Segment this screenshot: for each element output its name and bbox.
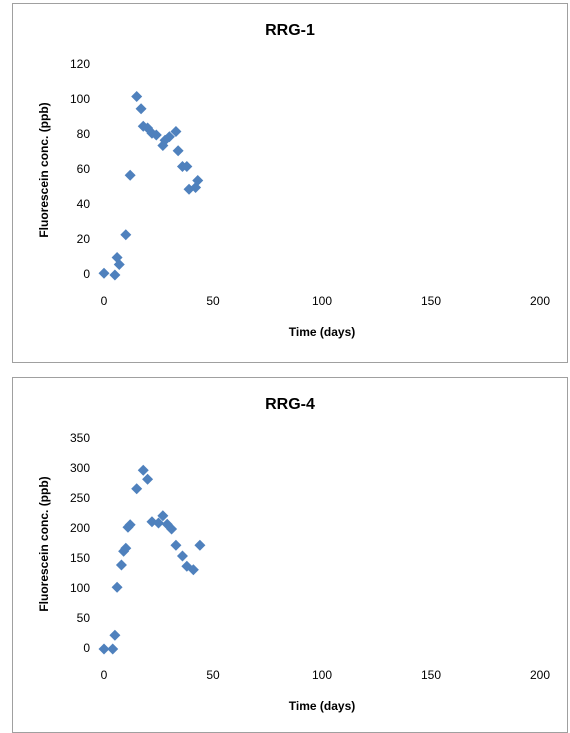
x-tick-label: 100 xyxy=(312,294,332,308)
y-axis-label: Fluorescein conc. (ppb) xyxy=(37,102,51,237)
y-tick-label: 60 xyxy=(77,162,91,176)
data-point xyxy=(142,473,154,485)
data-point xyxy=(157,510,169,522)
data-point xyxy=(150,129,162,141)
chart-title: RRG-1 xyxy=(265,22,315,39)
data-point xyxy=(166,523,178,535)
y-tick-label: 50 xyxy=(77,611,91,625)
data-point xyxy=(131,91,143,102)
x-tick-label: 150 xyxy=(421,668,441,682)
y-tick-label: 40 xyxy=(77,197,91,211)
x-tick-label: 0 xyxy=(101,668,108,682)
data-point xyxy=(124,169,136,181)
x-tick-label: 200 xyxy=(530,668,550,682)
data-point xyxy=(163,131,175,143)
x-axis-label: Time (days) xyxy=(289,325,355,339)
data-point xyxy=(131,483,143,495)
data-point xyxy=(170,539,182,551)
data-point xyxy=(120,542,132,554)
y-tick-label: 80 xyxy=(77,127,91,141)
data-point xyxy=(115,559,127,571)
data-point xyxy=(172,145,184,157)
y-tick-label: 100 xyxy=(70,581,90,595)
data-point xyxy=(153,517,164,529)
y-tick-label: 20 xyxy=(77,232,91,246)
data-point xyxy=(113,259,125,270)
data-point xyxy=(181,161,193,172)
y-tick-label: 150 xyxy=(70,551,90,565)
y-tick-label: 100 xyxy=(70,92,90,106)
chart-title: RRG-4 xyxy=(265,396,315,413)
chart-frame xyxy=(12,377,568,733)
data-point xyxy=(135,103,147,115)
data-point xyxy=(98,267,110,279)
data-point xyxy=(192,175,204,186)
x-tick-label: 150 xyxy=(421,294,441,308)
data-point xyxy=(98,643,110,655)
data-point xyxy=(137,464,149,476)
x-tick-label: 200 xyxy=(530,294,550,308)
data-point xyxy=(107,643,119,655)
x-tick-label: 100 xyxy=(312,668,332,682)
x-tick-label: 50 xyxy=(206,294,220,308)
data-point xyxy=(109,269,121,281)
y-tick-label: 250 xyxy=(70,491,90,505)
data-point xyxy=(187,564,199,576)
data-point xyxy=(124,519,136,531)
y-tick-label: 200 xyxy=(70,521,90,535)
data-point xyxy=(120,229,132,241)
x-tick-label: 0 xyxy=(101,294,108,308)
data-point xyxy=(109,629,121,641)
y-tick-label: 0 xyxy=(83,641,90,655)
data-point xyxy=(176,550,188,562)
y-tick-label: 120 xyxy=(70,57,90,71)
x-axis-label: Time (days) xyxy=(289,699,355,713)
data-point xyxy=(170,126,182,137)
data-point xyxy=(194,539,206,551)
x-tick-label: 50 xyxy=(206,668,220,682)
y-axis-label: Fluorescein conc. (ppb) xyxy=(37,476,51,611)
chart-frame xyxy=(12,3,568,363)
data-point xyxy=(111,581,123,593)
y-tick-label: 350 xyxy=(70,431,90,445)
y-tick-label: 300 xyxy=(70,461,90,475)
y-tick-label: 0 xyxy=(83,267,90,281)
